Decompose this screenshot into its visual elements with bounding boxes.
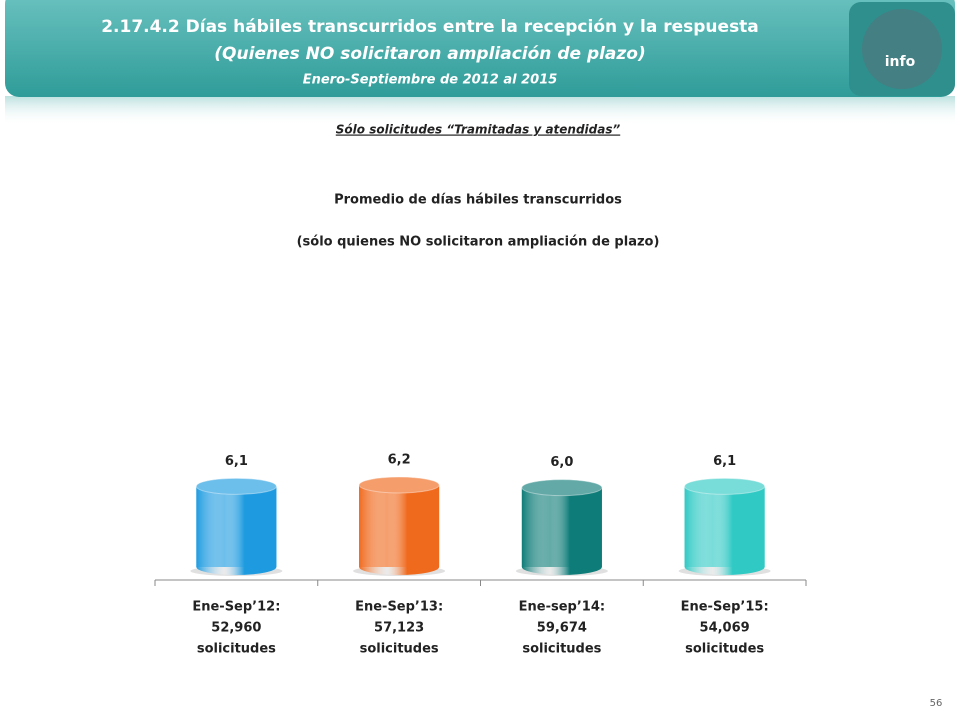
bar-top-shine [359, 477, 440, 493]
x-tick-label: 59,674 [537, 621, 587, 636]
logo-text: info [885, 54, 916, 70]
x-tick-label: Ene-Sep’13: [355, 600, 443, 615]
header-shadow [5, 96, 955, 126]
header-bar [5, 0, 955, 97]
x-tick-label: solicitudes [197, 642, 276, 657]
x-tick-label: Ene-Sep’15: [681, 600, 769, 615]
x-tick-label: solicitudes [522, 642, 601, 657]
bar-top-shine [684, 478, 765, 495]
header-period: Enero-Septiembre de 2012 al 2015 [303, 73, 558, 88]
x-tick-label: solicitudes [360, 642, 439, 657]
value-label: 6,0 [550, 455, 573, 470]
bar-top [195, 477, 277, 495]
bar [521, 487, 602, 575]
x-tick-label: solicitudes [685, 642, 764, 657]
bar-top [358, 476, 440, 494]
note: Sólo solicitudes “Tramitadas y atendidas… [336, 123, 621, 137]
value-label: 6,2 [388, 453, 411, 468]
bar [359, 485, 440, 575]
bar-top-shine [521, 479, 602, 496]
chart-title: Promedio de días hábiles transcurridos [334, 193, 622, 208]
chart-subtitle: (sólo quienes NO solicitaron ampliación … [297, 235, 660, 250]
value-label: 6,1 [225, 454, 248, 469]
bar-top-shine [196, 478, 277, 495]
bar-top [684, 477, 766, 495]
logo-circle [862, 9, 942, 89]
x-tick-label: 54,069 [700, 621, 750, 636]
bar [684, 486, 765, 575]
header-subtitle: (Quienes NO solicitaron ampliación de pl… [214, 44, 646, 64]
page-number: 56 [930, 698, 943, 709]
bar-top [521, 479, 603, 497]
bar [196, 486, 277, 575]
value-label: 6,1 [713, 454, 736, 469]
x-tick-label: Ene-Sep’12: [192, 600, 280, 615]
x-tick-label: 52,960 [211, 621, 261, 636]
header-title: 2.17.4.2 Días hábiles transcurridos entr… [101, 17, 759, 37]
x-tick-label: 57,123 [374, 621, 424, 636]
x-tick-label: Ene-sep’14: [519, 600, 605, 615]
